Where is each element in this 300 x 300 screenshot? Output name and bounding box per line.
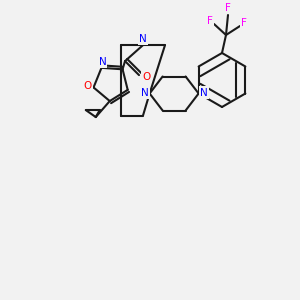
Text: F: F	[207, 16, 213, 26]
Text: N: N	[99, 57, 106, 67]
Text: N: N	[141, 88, 148, 98]
Text: O: O	[83, 82, 92, 92]
Text: N: N	[200, 88, 208, 98]
Text: N: N	[139, 34, 147, 44]
Text: F: F	[225, 3, 231, 13]
Text: O: O	[142, 72, 150, 82]
Text: F: F	[241, 18, 247, 28]
